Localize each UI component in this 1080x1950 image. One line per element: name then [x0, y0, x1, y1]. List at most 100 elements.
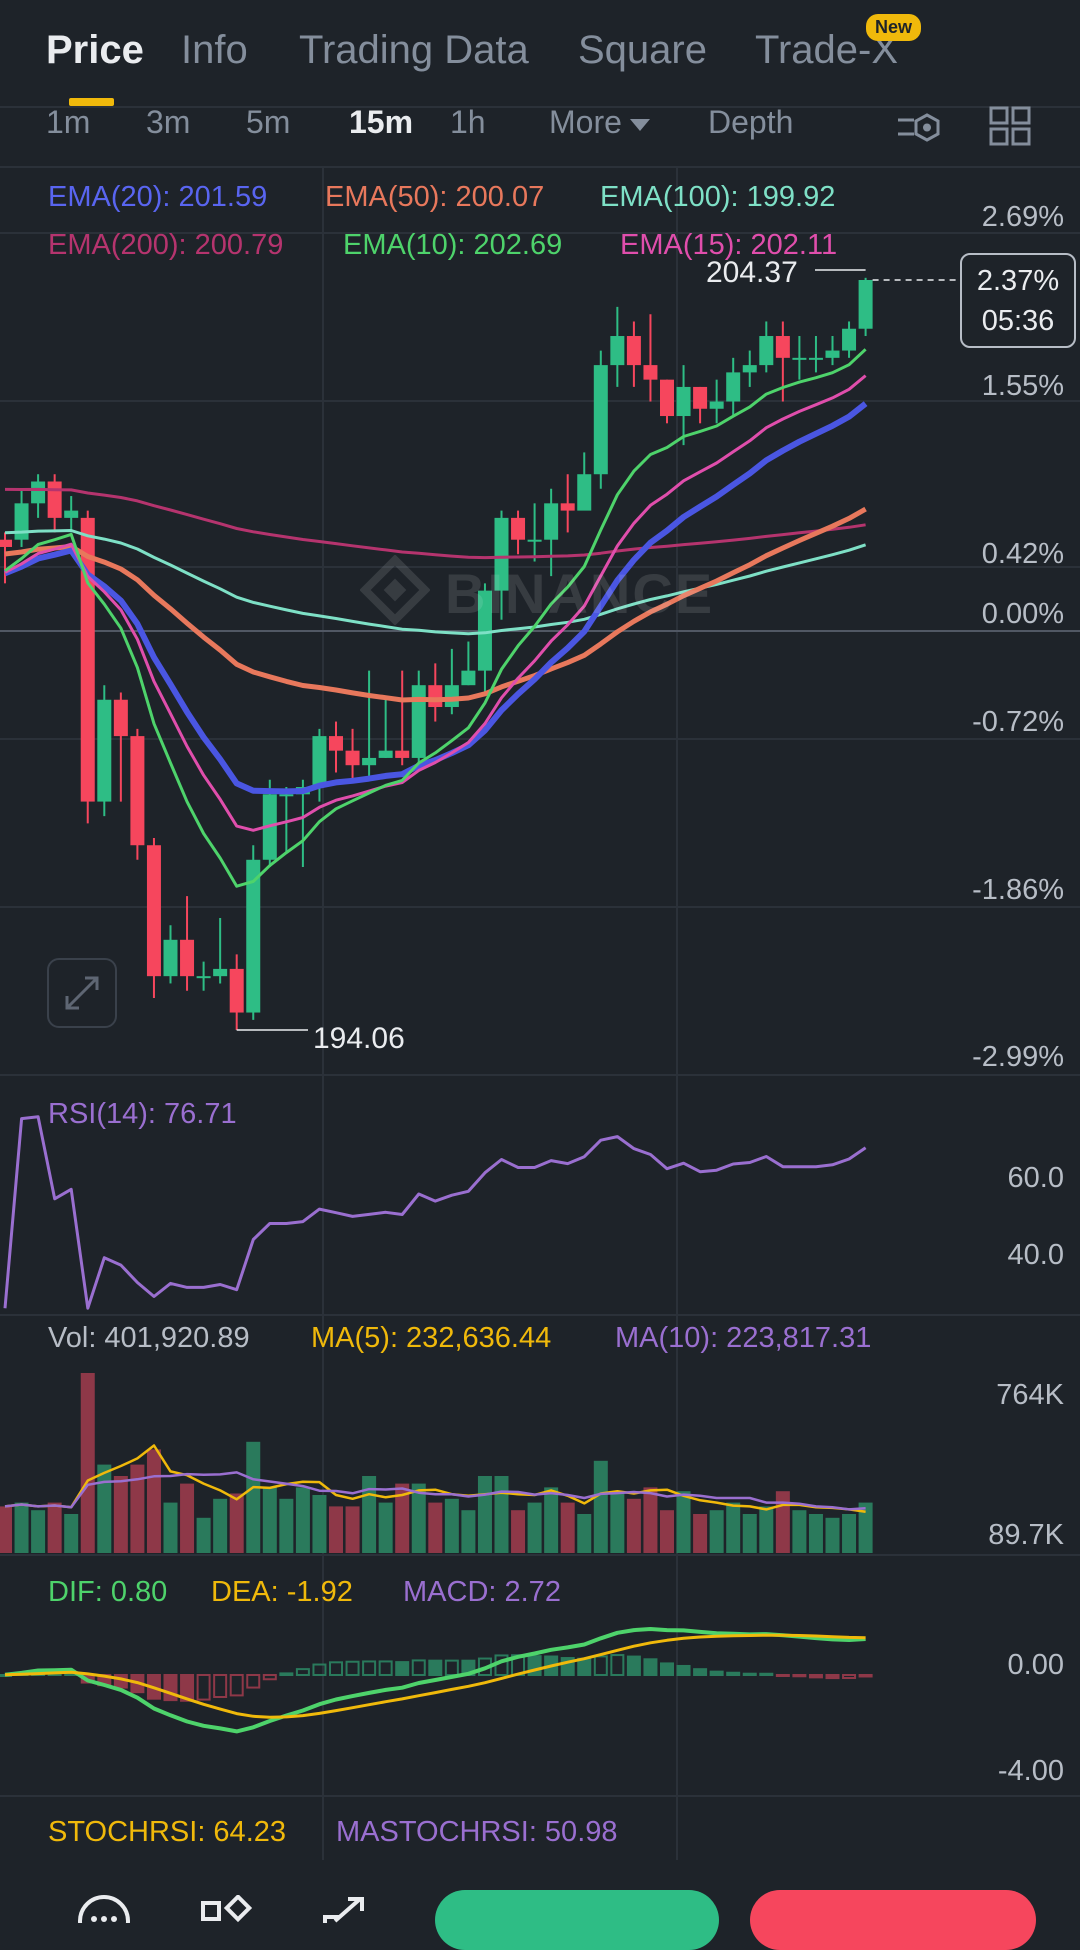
volume-bar	[676, 1491, 691, 1553]
volume-bar	[775, 1491, 790, 1553]
interval-1h[interactable]: 1h	[450, 104, 486, 140]
candle-body	[709, 401, 724, 409]
current-change-pct: 2.37%	[976, 265, 1060, 297]
indicator-settings-icon[interactable]	[896, 110, 942, 146]
candle-body	[130, 736, 145, 846]
expand-icon	[65, 976, 99, 1010]
volume-bar	[643, 1487, 658, 1553]
candle-body	[64, 510, 79, 518]
current-price-box: 2.37% 05:36	[960, 253, 1076, 348]
sell-button[interactable]	[750, 1890, 1036, 1950]
volume-bar	[362, 1476, 377, 1553]
candle-body	[577, 474, 592, 511]
divider	[0, 106, 1080, 108]
axis-label: -0.72%	[972, 706, 1064, 738]
macd-histogram-bar	[163, 1674, 178, 1702]
chevron-down-icon	[629, 118, 650, 131]
volume-bar	[759, 1506, 774, 1553]
macd-histogram-bar	[378, 1660, 393, 1676]
volume-bar	[279, 1498, 294, 1553]
candle-body	[14, 503, 29, 540]
volume-bar	[329, 1506, 343, 1553]
candle-body	[660, 379, 674, 417]
ema200-line	[4, 487, 866, 560]
volume-ma5-label: MA(5): 232,636.44	[311, 1322, 552, 1354]
volume-bar	[64, 1514, 79, 1553]
volume-bar	[660, 1510, 674, 1553]
volume-bar	[80, 1373, 95, 1553]
axis-label: -2.99%	[972, 1041, 1064, 1073]
candle-body	[494, 517, 509, 591]
macd-histogram-bar	[693, 1668, 708, 1677]
candle-body	[395, 750, 410, 758]
macd-value-label: MACD: 2.72	[403, 1576, 561, 1608]
share-icon[interactable]	[320, 1895, 370, 1923]
macd-histogram-bar	[676, 1664, 691, 1677]
interval-5m[interactable]: 5m	[246, 104, 291, 140]
candle-body	[329, 736, 343, 751]
layout-grid-icon[interactable]	[989, 106, 1033, 146]
ema10-line	[4, 348, 867, 888]
more-intervals-button[interactable]: More	[549, 104, 650, 141]
candle-body	[560, 503, 575, 511]
volume-bar	[97, 1464, 112, 1553]
candle-body	[593, 365, 608, 475]
macd-histogram-bar	[329, 1661, 343, 1676]
depth-tab[interactable]: Depth	[708, 104, 794, 140]
macd-axis-label: 0.00	[1007, 1649, 1064, 1681]
tab-square[interactable]: Square	[578, 28, 707, 72]
ema100-line	[4, 529, 867, 636]
fullscreen-button[interactable]	[47, 958, 117, 1028]
candle-body	[113, 699, 128, 737]
buy-button[interactable]	[435, 1890, 719, 1950]
candle-body	[279, 794, 294, 797]
volume-bar	[47, 1502, 62, 1553]
candle-body	[180, 939, 195, 977]
macd-histogram-bar	[279, 1672, 294, 1677]
volume-bar	[411, 1483, 426, 1553]
volume-bar	[395, 1483, 410, 1553]
macd-histogram-bar	[196, 1674, 211, 1701]
tab-info[interactable]: Info	[181, 28, 248, 72]
interval-1m[interactable]: 1m	[46, 104, 91, 140]
volume-bar	[593, 1460, 608, 1553]
candle-body	[858, 280, 873, 329]
ema20-label: EMA(20): 201.59	[48, 181, 268, 213]
axis-label: 0.42%	[981, 538, 1064, 570]
volume-bar	[428, 1502, 443, 1553]
new-badge: New	[866, 14, 922, 41]
apps-icon[interactable]	[200, 1895, 252, 1923]
volume-bar	[262, 1487, 277, 1553]
candle-body	[312, 736, 327, 788]
candle-body	[759, 336, 774, 366]
macd-histogram-bar	[577, 1657, 592, 1676]
low-price-label: 194.06	[313, 1022, 405, 1055]
interval-3m[interactable]: 3m	[146, 104, 191, 140]
macd-histogram-bar	[808, 1674, 823, 1679]
candle-body	[626, 336, 641, 366]
volume-bar	[527, 1502, 542, 1553]
macd-histogram-bar	[362, 1660, 377, 1677]
ema10-label: EMA(10): 202.69	[343, 229, 563, 261]
tab-trading-data[interactable]: Trading Data	[299, 28, 529, 72]
interval-15m[interactable]: 15m	[349, 104, 414, 140]
candle-body	[229, 968, 244, 1013]
volume-bar	[626, 1498, 641, 1553]
chat-icon[interactable]	[76, 1893, 132, 1923]
macd-dea-label: DEA: -1.92	[211, 1576, 353, 1608]
macd-histogram-bar	[345, 1660, 360, 1677]
volume-ma10-line	[4, 1471, 866, 1511]
axis-label: 1.55%	[981, 370, 1064, 402]
macd-histogram-bar	[213, 1674, 228, 1698]
candle-body	[163, 939, 178, 977]
candle-body	[213, 968, 228, 977]
volume-bar	[808, 1514, 823, 1553]
volume-ma5-line	[4, 1444, 866, 1513]
volume-axis-label: 764K	[996, 1379, 1064, 1411]
candle-body	[97, 699, 112, 802]
macd-dif-label: DIF: 0.80	[48, 1576, 168, 1608]
rsi-axis-label: 40.0	[1007, 1239, 1064, 1271]
volume-bar	[196, 1517, 211, 1553]
tab-price[interactable]: Price	[46, 28, 144, 72]
